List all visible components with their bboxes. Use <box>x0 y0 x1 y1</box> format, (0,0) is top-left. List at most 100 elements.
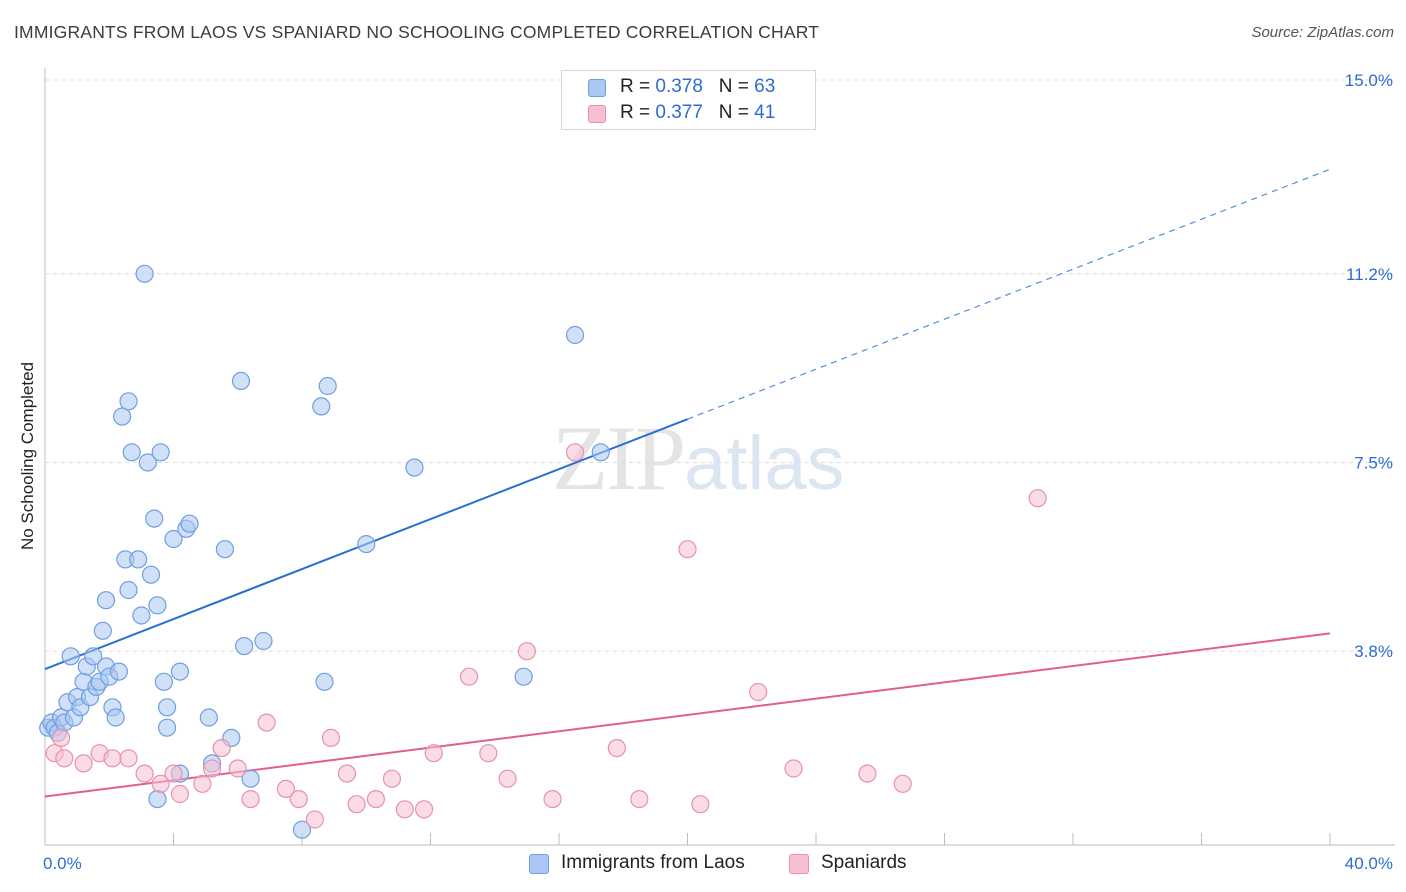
laos-point <box>154 672 173 691</box>
spaniard-point <box>543 789 562 809</box>
spaniard-point <box>1028 489 1047 508</box>
x-tick-label-min: 0.0% <box>43 854 82 873</box>
laos-point <box>318 376 337 396</box>
laos-point <box>591 443 610 462</box>
spaniard-point <box>784 759 803 778</box>
laos-point <box>405 458 424 477</box>
label-layer: 3.8% 7.5% 11.2% 15.0% 0.0% 40.0% <box>43 71 1393 873</box>
spaniard-point <box>858 764 877 783</box>
laos-point <box>132 606 151 625</box>
spaniard-point <box>228 759 247 778</box>
laos-point <box>180 514 199 533</box>
laos-point <box>119 392 138 411</box>
laos-point <box>61 647 80 666</box>
spaniard-point <box>517 642 536 661</box>
spaniard-point <box>749 682 768 702</box>
legend-swatch-laos <box>588 79 606 97</box>
bottom-legend-swatch-laos <box>529 854 549 874</box>
y-tick-label: 7.5% <box>1354 454 1393 473</box>
spaniard-point <box>337 764 357 783</box>
spaniard-point <box>103 749 122 768</box>
laos-point <box>215 540 234 559</box>
spaniard-point <box>691 795 710 814</box>
laos-point <box>138 453 157 472</box>
laos-point <box>119 580 138 600</box>
spaniard-point <box>479 744 498 763</box>
spaniard-point <box>498 769 517 788</box>
spaniard-point <box>305 810 324 829</box>
laos-point <box>135 264 154 283</box>
laos-point <box>231 371 251 390</box>
correlation-legend: R = 0.378 N = 63 R = 0.377 N = 41 <box>561 70 816 130</box>
laos-point <box>109 662 128 681</box>
laos-point <box>93 621 112 640</box>
laos-point <box>357 534 376 554</box>
laos-point <box>145 509 164 528</box>
laos-point <box>241 769 260 788</box>
laos-point <box>84 647 103 666</box>
laos-point <box>157 698 177 717</box>
spaniard-point <box>119 749 138 768</box>
spaniard-point <box>893 774 912 793</box>
laos-point <box>141 565 161 584</box>
legend-r-value-spaniards: 0.377 <box>655 102 703 123</box>
spaniard-point <box>565 443 585 462</box>
laos-point <box>199 708 218 727</box>
y-axis-label: No Schooling Completed <box>18 361 37 551</box>
laos-point <box>254 631 273 651</box>
spaniard-point <box>347 795 366 814</box>
laos-point <box>148 596 167 615</box>
laos-point <box>129 550 148 569</box>
laos-point <box>151 443 170 462</box>
legend-n-value-spaniards: 41 <box>754 102 776 123</box>
spaniard-point <box>607 738 626 758</box>
laos-point <box>315 672 334 691</box>
legend-n-label: N = <box>718 102 749 123</box>
source-label: Source: ZipAtlas.com <box>1251 24 1394 41</box>
spaniard-point <box>164 764 183 783</box>
laos-point <box>235 636 254 656</box>
laos-point <box>292 820 312 839</box>
laos-point <box>170 662 190 681</box>
spaniard-point <box>51 728 71 748</box>
laos-point <box>164 529 183 549</box>
legend-r-label: R = <box>620 76 651 97</box>
laos-point <box>312 397 331 416</box>
legend-text-spaniards: R = 0.377 N = 41 <box>620 102 775 124</box>
x-tick-label-max: 40.0% <box>1345 854 1393 873</box>
points-layer <box>39 264 1047 839</box>
spaniard-point <box>151 774 170 793</box>
bottom-legend-label-laos: Immigrants from Laos <box>561 852 745 873</box>
legend-text-laos: R = 0.378 N = 63 <box>620 76 775 98</box>
laos-point <box>157 718 177 737</box>
chart-title: IMMIGRANTS FROM LAOS VS SPANIARD NO SCHO… <box>14 22 820 42</box>
grid-layer <box>45 79 1395 652</box>
axis-layer <box>44 68 1395 846</box>
spaniard-point <box>202 759 222 778</box>
spaniard-point <box>257 713 276 732</box>
spaniard-point <box>321 728 341 748</box>
spaniard-point <box>135 764 154 783</box>
spaniard-point <box>395 800 414 819</box>
trend-layer <box>44 168 1331 798</box>
spaniard-point <box>212 738 231 758</box>
spaniard-point <box>459 667 479 686</box>
spaniard-point <box>382 769 402 788</box>
spaniard-point <box>193 774 212 793</box>
spaniard-point <box>630 789 649 809</box>
bottom-legend-swatch-spaniards <box>789 854 809 874</box>
spaniard-point <box>414 800 434 819</box>
legend-n-value-laos: 63 <box>754 76 776 97</box>
watermark-atlas: atlas <box>684 421 845 506</box>
legend-swatch-spaniards <box>588 105 606 123</box>
spaniard-point <box>678 540 697 559</box>
spaniard-point <box>289 789 308 809</box>
laos-point <box>96 591 116 610</box>
laos-trend-extension <box>687 168 1331 420</box>
spaniard-trend-line <box>44 632 1331 798</box>
legend-n-label: N = <box>718 76 749 97</box>
spaniard-point <box>55 749 74 768</box>
legend-r-label: R = <box>620 102 651 123</box>
spaniard-point <box>241 789 260 809</box>
